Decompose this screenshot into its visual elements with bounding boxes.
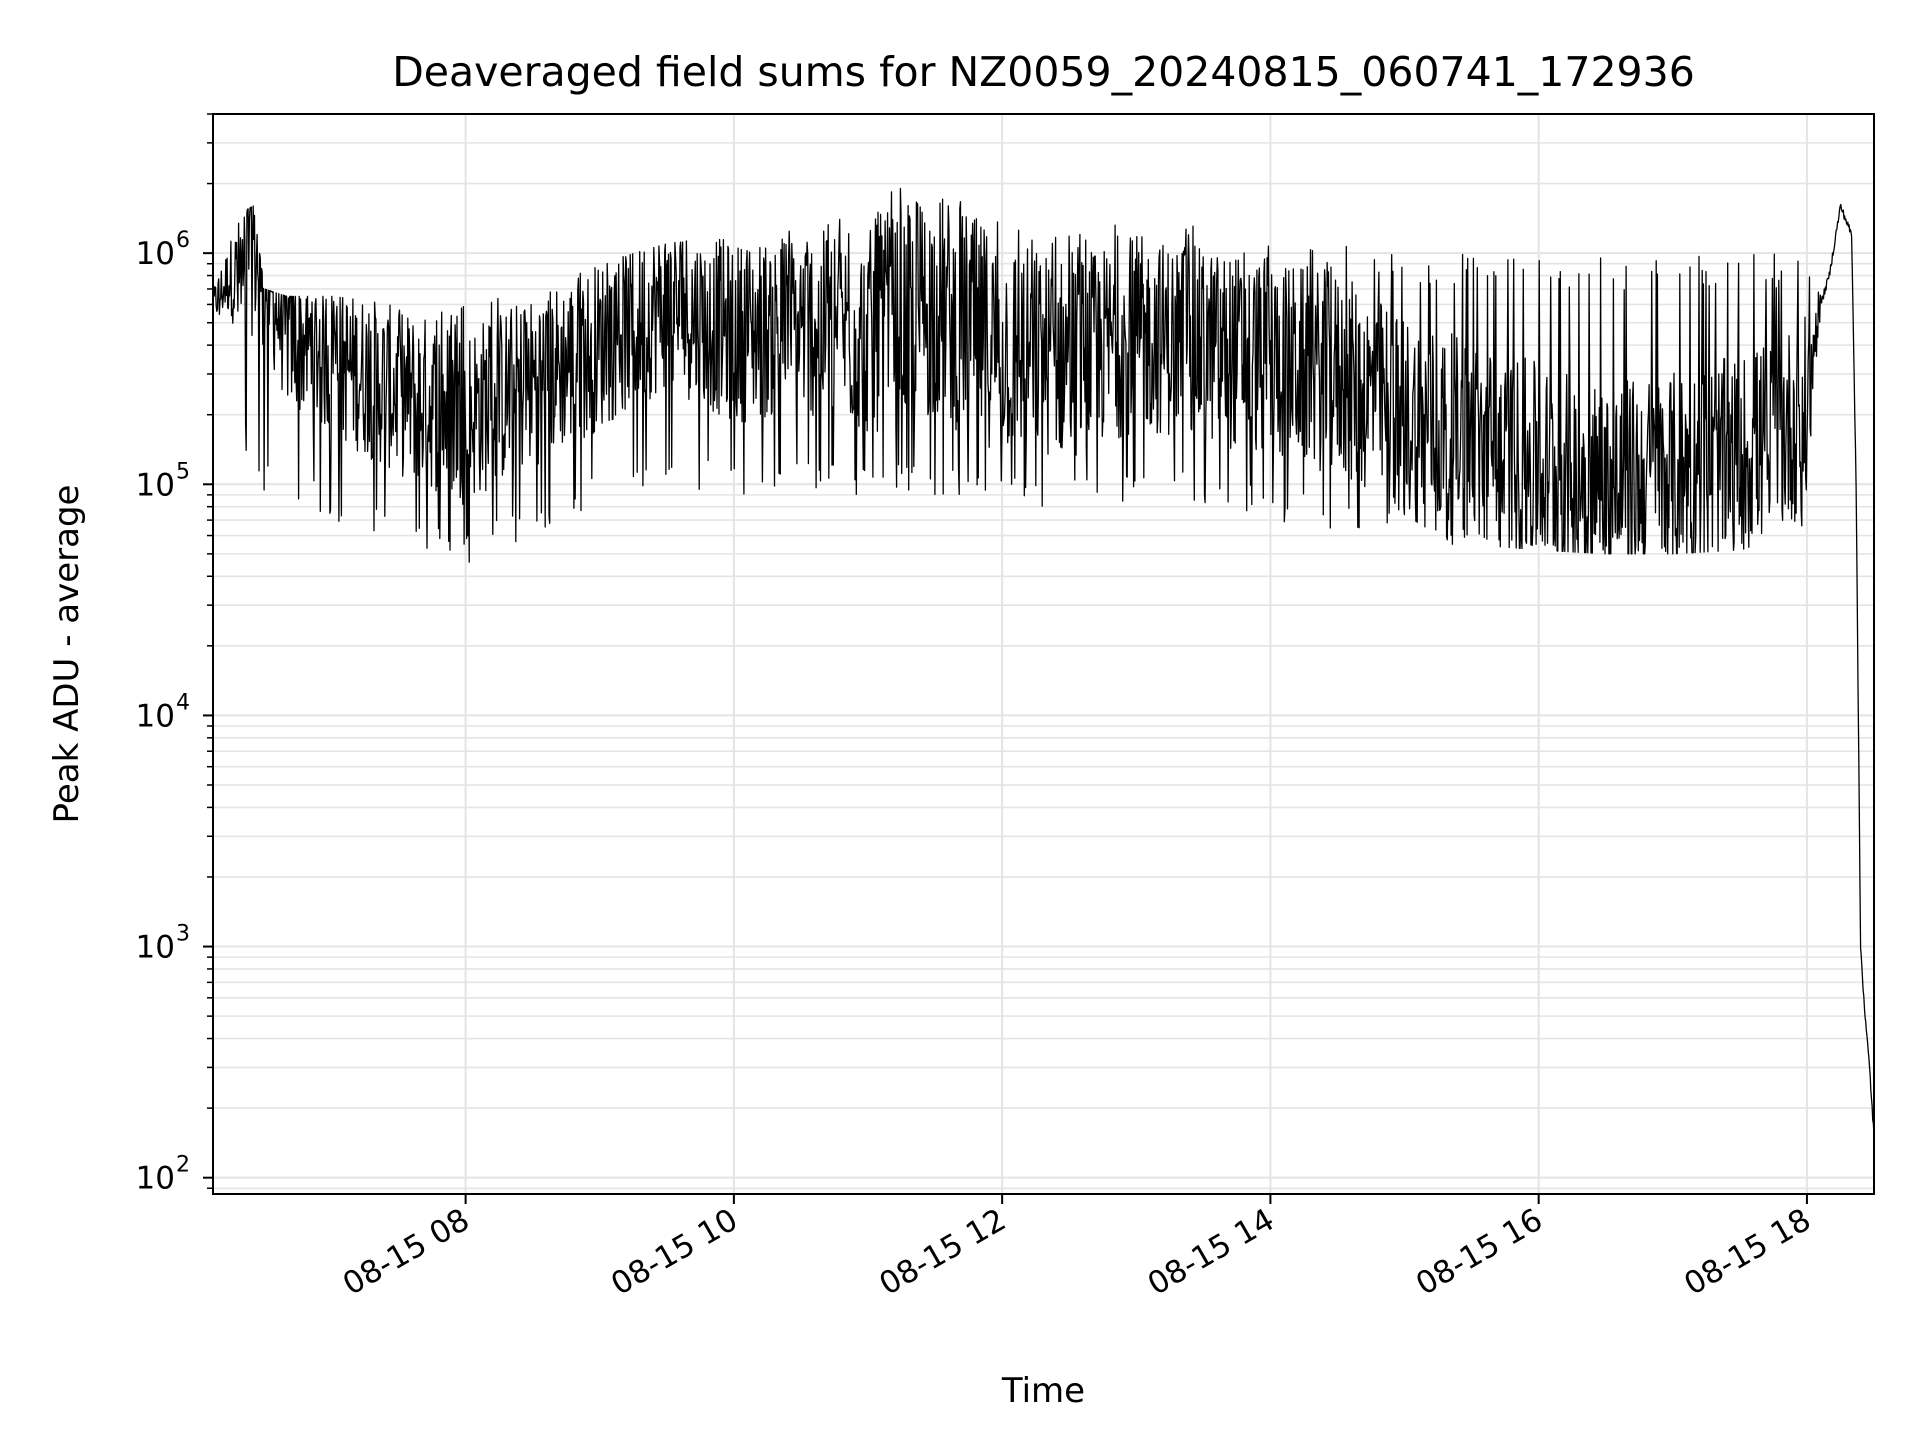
data-layer <box>212 187 1875 1138</box>
y-tick-label: 10 <box>136 698 175 734</box>
x-tick-label: 08-15 18 <box>1678 1202 1817 1303</box>
y-tick-base: 10 <box>136 467 175 503</box>
y-tick-label: 10 <box>136 930 175 966</box>
y-tick-base: 10 <box>136 236 175 272</box>
plot-frame <box>212 113 1875 1195</box>
x-tick-label: 08-15 14 <box>1142 1202 1281 1303</box>
y-tick-base: 10 <box>136 1161 175 1197</box>
y-tick-base: 10 <box>136 930 175 966</box>
chart-title: Deaveraged field sums for NZ0059_2024081… <box>392 48 1695 96</box>
x-tick-label: 08-15 12 <box>873 1202 1012 1303</box>
y-tick-exponent: 5 <box>176 459 190 484</box>
x-axis-label: Time <box>1001 1371 1085 1411</box>
y-tick-label: 10 <box>136 467 175 503</box>
y-axis-label: Peak ADU - average <box>47 485 87 824</box>
y-tick-exponent: 6 <box>176 228 190 253</box>
series-line <box>212 187 1875 1138</box>
y-tick-label: 10 <box>136 236 175 272</box>
y-tick-exponent: 4 <box>176 690 190 715</box>
x-tick-label: 08-15 10 <box>605 1202 744 1303</box>
y-tick-base: 10 <box>136 698 175 734</box>
x-tick-label: 08-15 16 <box>1410 1202 1549 1303</box>
x-tick-label: 08-15 08 <box>337 1202 476 1303</box>
y-tick-exponent: 2 <box>176 1153 190 1178</box>
y-tick-label: 10 <box>136 1161 175 1197</box>
y-tick-exponent: 3 <box>176 922 190 947</box>
grid <box>213 113 1874 1194</box>
